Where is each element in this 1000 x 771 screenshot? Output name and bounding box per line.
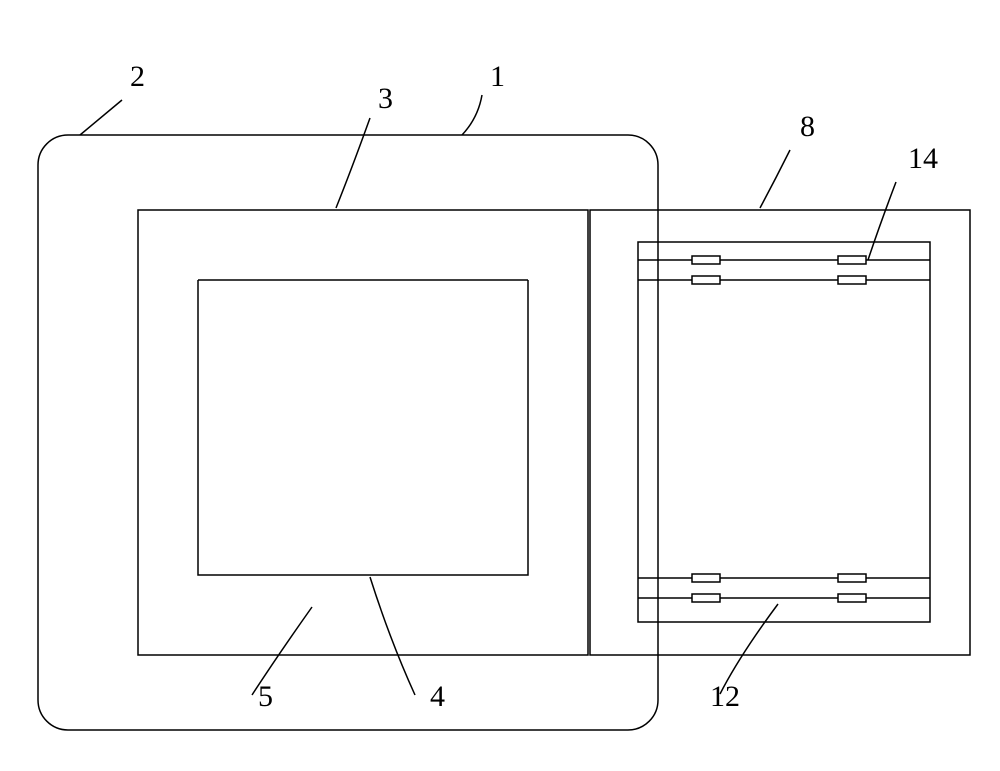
label-14: 14 xyxy=(908,142,938,176)
label-5: 5 xyxy=(258,680,273,714)
label-12: 12 xyxy=(710,680,740,714)
label-4: 4 xyxy=(430,680,445,714)
label-2: 2 xyxy=(130,60,145,94)
diagram-svg xyxy=(0,0,1000,771)
label-3: 3 xyxy=(378,82,393,116)
label-8: 8 xyxy=(800,110,815,144)
label-1: 1 xyxy=(490,60,505,94)
